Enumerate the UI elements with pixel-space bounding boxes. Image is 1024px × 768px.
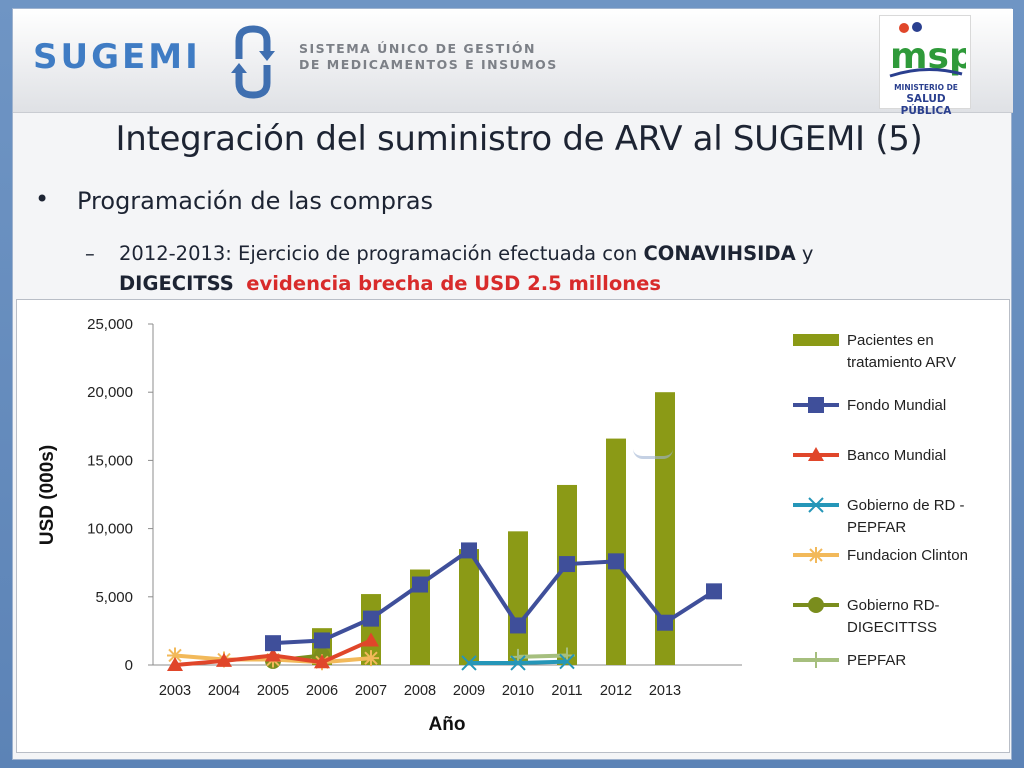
legend-label: PEPFAR xyxy=(847,519,906,536)
x-tick-label: 2010 xyxy=(502,683,534,699)
y-tick-label: 25,000 xyxy=(87,316,133,333)
header-band: SUGEMI SISTEMA ÚNICO DE GESTIÓN DE MEDIC… xyxy=(13,9,1013,117)
point-fondo-mundial xyxy=(363,610,379,627)
legend-label: Banco Mundial xyxy=(847,447,946,464)
x-tick-label: 2012 xyxy=(600,683,632,699)
sugemi-subtitle: SISTEMA ÚNICO DE GESTIÓN DE MEDICAMENTOS… xyxy=(299,41,558,73)
x-tick-label: 2011 xyxy=(551,683,582,699)
line-fondo-mundial xyxy=(272,548,716,646)
x-tick-label: 2006 xyxy=(306,683,338,699)
point-banco-mundial xyxy=(363,632,379,647)
y-tick-label: 5,000 xyxy=(95,589,133,606)
point-fondo-mundial xyxy=(706,583,722,600)
point-fondo-mundial xyxy=(412,576,428,593)
sub-bullet-conavihsida: CONAVIHSIDA xyxy=(643,242,796,265)
x-tick-label: 2008 xyxy=(404,683,436,699)
msp-logo-mark: msp xyxy=(889,22,966,78)
point-gobierno-de-rd-pepfar xyxy=(461,655,477,671)
line-pepfar xyxy=(517,653,568,659)
legend-label: Gobierno de RD - xyxy=(847,497,965,514)
y-tick-label: 10,000 xyxy=(87,521,133,538)
watermark xyxy=(633,449,673,459)
x-tick-label: 2013 xyxy=(649,683,681,699)
point-fondo-mundial xyxy=(314,632,330,649)
slide: SUGEMI SISTEMA ÚNICO DE GESTIÓN DE MEDIC… xyxy=(12,8,1013,760)
chart-panel: 0 5,000 10,000 15,000 20,000 25,000 USD (000s)… xyxy=(16,299,1010,753)
point-fundacion-clinton xyxy=(363,650,379,667)
point-fondo-mundial xyxy=(461,542,477,559)
bullet-text: Programación de las compras xyxy=(77,187,434,215)
y-tick-label: 20,000 xyxy=(87,384,133,401)
msp-caption-line1: MINISTERIO DE xyxy=(894,83,958,92)
x-tick-label: 2005 xyxy=(257,683,289,699)
bar-pacientes-arv xyxy=(606,438,626,665)
sub-bullet-prefix: 2012-2013: Ejercicio de programación efe… xyxy=(119,242,644,265)
legend-label: tratamiento ARV xyxy=(847,354,956,371)
sub-bullet-line2: DIGECITSS evidencia brecha de USD 2.5 mi… xyxy=(119,269,661,299)
legend-label: PEPFAR xyxy=(847,652,906,669)
legend-swatch-marker xyxy=(808,547,824,563)
legend-swatch-bar xyxy=(793,334,839,346)
point-banco-mundial xyxy=(265,647,281,662)
sub-bullet-highlight: evidencia brecha de USD 2.5 millones xyxy=(246,272,661,295)
chart: 0 5,000 10,000 15,000 20,000 25,000 USD (000s)… xyxy=(37,316,968,735)
point-fondo-mundial xyxy=(265,635,281,652)
bullet-dot: • xyxy=(35,185,50,213)
msp-caption: MINISTERIO DE SALUD PÚBLICA xyxy=(880,83,972,117)
point-gobierno-de-rd-pepfar xyxy=(559,653,575,670)
sugemi-subtitle-line1: SISTEMA ÚNICO DE GESTIÓN xyxy=(299,41,536,56)
sub-bullet-suffix: y xyxy=(795,242,814,265)
legend-swatch-marker xyxy=(808,447,824,461)
legend-label: Fondo Mundial xyxy=(847,397,946,414)
bar-pacientes-arv xyxy=(459,549,479,665)
point-banco-mundial xyxy=(314,654,330,669)
sub-bullet-dash: – xyxy=(85,242,95,265)
y-tick-label: 0 xyxy=(125,657,133,674)
legend-swatch-marker xyxy=(808,652,824,668)
sugemi-subtitle-line2: DE MEDICAMENTOS E INSUMOS xyxy=(299,57,558,72)
legend-label: Gobierno RD- xyxy=(847,597,940,614)
bar-pacientes-arv xyxy=(508,531,528,665)
x-tick-label: 2007 xyxy=(355,683,387,699)
point-banco-mundial xyxy=(167,657,183,671)
msp-logo: msp MINISTERIO DE SALUD PÚBLICA xyxy=(879,15,971,117)
bar-pacientes-arv xyxy=(410,569,430,665)
point-banco-mundial xyxy=(216,652,232,667)
legend-label: Pacientes en xyxy=(847,332,934,349)
x-tick-label: 2009 xyxy=(453,683,485,699)
sub-bullet-line1: 2012-2013: Ejercicio de programación efe… xyxy=(119,239,813,269)
point-fondo-mundial xyxy=(657,614,673,631)
sugemi-logo-icon xyxy=(231,25,275,99)
point-gobierno-de-rd-pepfar xyxy=(510,655,526,671)
x-tick-label: 2003 xyxy=(159,683,191,699)
msp-caption-line2: SALUD PÚBLICA xyxy=(900,93,952,117)
y-axis-title: USD (000s) xyxy=(37,445,58,545)
sub-bullet-digecitss: DIGECITSS xyxy=(119,272,234,295)
x-tick-label: 2004 xyxy=(208,683,240,699)
bar-pacientes-arv xyxy=(655,392,675,665)
slide-title: Integración del suministro de ARV al SUG… xyxy=(115,119,923,159)
point-fondo-mundial xyxy=(510,617,526,634)
x-axis-title: Año xyxy=(429,714,466,735)
y-tick-label: 15,000 xyxy=(87,452,133,469)
legend-swatch-marker xyxy=(808,497,824,513)
legend-swatch-marker xyxy=(808,397,824,413)
bar-pacientes-arv xyxy=(557,484,577,665)
legend-swatch-marker xyxy=(808,597,824,613)
point-fondo-mundial xyxy=(608,553,624,570)
point-fondo-mundial xyxy=(559,556,575,573)
sugemi-logo-text: SUGEMI xyxy=(33,37,201,77)
point-fundacion-clinton xyxy=(167,647,183,664)
legend-label: DIGECITTSS xyxy=(847,619,937,636)
legend-label: Fundacion Clinton xyxy=(847,547,968,564)
